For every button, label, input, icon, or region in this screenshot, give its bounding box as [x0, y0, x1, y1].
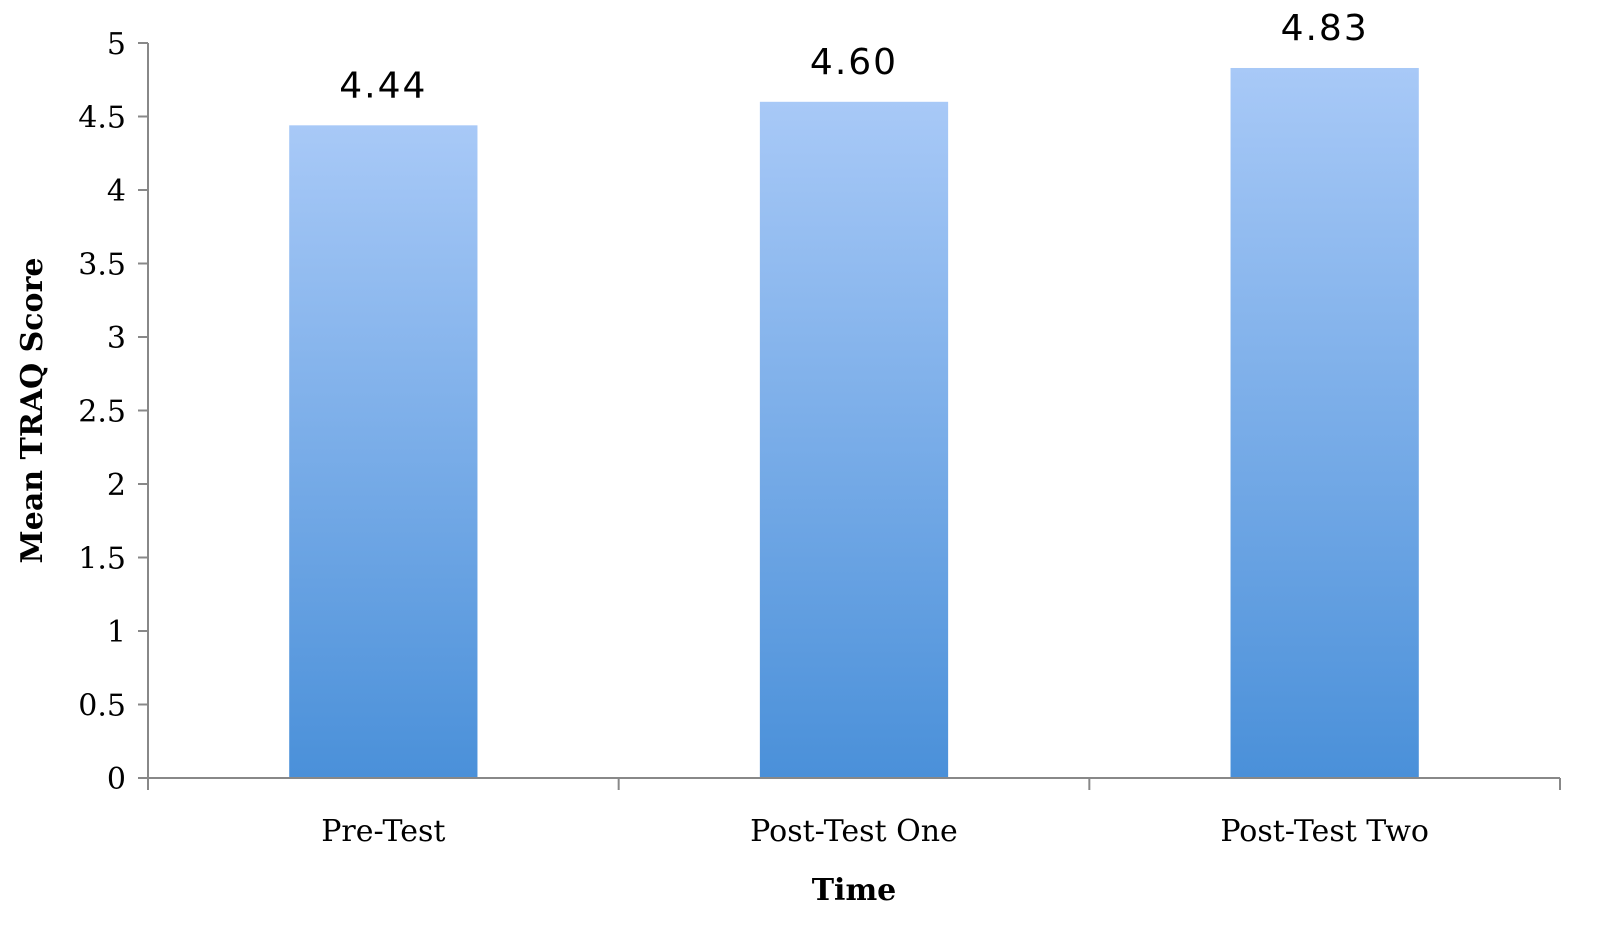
y-tick-label: 2: [107, 468, 126, 503]
y-tick-label: 2.5: [78, 395, 126, 430]
bar-post-test-one: [759, 101, 949, 779]
bar-value-label: 4.60: [810, 42, 898, 83]
bar-value-label: 4.44: [339, 65, 427, 106]
x-tick-label: Post-Test One: [750, 814, 958, 849]
x-tick-label: Pre-Test: [321, 814, 445, 849]
y-tick-label: 0.5: [78, 689, 126, 724]
y-tick-label: 4: [107, 174, 126, 209]
bars: [289, 67, 1419, 779]
y-tick-label: 5: [107, 27, 126, 62]
x-tick-label: Post-Test Two: [1220, 814, 1429, 849]
y-tick-label: 0: [107, 762, 126, 797]
bar-value-label: 4.83: [1281, 8, 1369, 49]
data-labels: 4.44 4.60 4.83: [339, 8, 1369, 106]
x-axis-title: Time: [812, 873, 897, 908]
y-tick-label: 4.5: [78, 101, 126, 136]
y-tick-label: 3: [107, 321, 126, 356]
x-axis-ticks: Pre-Test Post-Test One Post-Test Two: [147, 778, 1561, 849]
y-tick-label: 1.5: [78, 542, 126, 577]
bar-pre-test: [289, 125, 478, 778]
y-tick-label: 3.5: [78, 248, 126, 283]
y-axis-ticks: 0 0.5 1 1.5 2 2.5 3 3.5 4 4.5 5: [78, 27, 148, 797]
y-tick-label: 1: [107, 615, 126, 650]
y-axis-title: Mean TRAQ Score: [15, 258, 50, 564]
bar-post-test-two: [1230, 67, 1419, 779]
